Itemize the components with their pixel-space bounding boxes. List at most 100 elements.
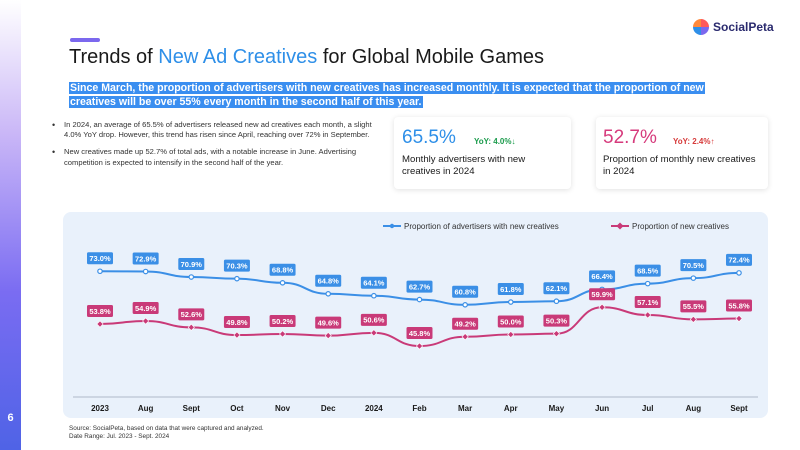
x-tick-label: Aug	[138, 404, 154, 413]
data-point	[416, 296, 423, 303]
page-title: Trends of New Ad Creatives for Global Mo…	[69, 46, 544, 69]
data-label: 62.7%	[409, 282, 431, 291]
legend-marker	[616, 222, 624, 230]
legend-label: Proportion of advertisers with new creat…	[404, 222, 559, 231]
data-label-bg	[87, 305, 113, 318]
data-label-bg	[543, 314, 570, 327]
data-point	[188, 274, 195, 280]
data-label-bg	[406, 280, 433, 293]
x-tick-label: Mar	[458, 404, 472, 413]
data-label: 50.0%	[500, 317, 522, 326]
data-point	[187, 323, 195, 331]
x-tick-label: 2024	[365, 404, 383, 413]
brand-logo: SocialPeta	[693, 19, 774, 35]
title-accent-bar	[70, 38, 100, 42]
x-tick-label: Oct	[230, 404, 244, 413]
insight-bullets: In 2024, an average of 65.5% of advertis…	[52, 120, 384, 175]
logo-text: SocialPeta	[713, 20, 774, 34]
date-range-line: Date Range: Jul. 2023 - Sept. 2024	[69, 433, 170, 440]
bullet-item: In 2024, an average of 65.5% of advertis…	[52, 120, 384, 140]
title-suffix: for Global Mobile Games	[317, 46, 545, 68]
data-point	[553, 298, 560, 305]
kpi-value: 65.5%	[402, 127, 456, 148]
data-label: 49.2%	[455, 320, 477, 329]
data-label: 45.8%	[409, 329, 431, 338]
data-label: 68.5%	[637, 266, 659, 275]
data-label-bg	[680, 259, 707, 272]
kpi-card-advertisers: 65.5% YoY: 4.0%↓ Monthly advertisers wit…	[394, 117, 571, 189]
data-point	[96, 320, 104, 328]
data-label-bg	[726, 299, 752, 312]
summary-banner: Since March, the proportion of advertise…	[69, 81, 744, 109]
data-point	[370, 329, 378, 337]
data-label-bg	[589, 270, 616, 283]
data-point	[142, 317, 150, 325]
data-label-bg	[497, 283, 524, 296]
data-label-bg	[726, 253, 752, 266]
data-point	[689, 315, 697, 323]
kpi-card-new-creatives: 52.7% YoY: 2.4%↑ Proportion of monthly n…	[596, 117, 768, 189]
data-point	[598, 303, 606, 311]
data-label-bg	[360, 276, 387, 289]
data-label: 64.8%	[318, 277, 340, 286]
source-line: Source: SocialPeta, based on data that w…	[69, 425, 264, 432]
data-label: 53.8%	[89, 307, 111, 316]
x-tick-label: Feb	[412, 404, 426, 413]
source-note: Source: SocialPeta, based on data that w…	[69, 425, 264, 441]
x-tick-label: Jun	[595, 404, 609, 413]
data-point	[507, 299, 514, 305]
kpi-yoy: YoY: 2.4%↑	[673, 137, 715, 146]
data-label: 57.1%	[637, 298, 659, 307]
data-label: 62.1%	[546, 284, 568, 293]
data-label: 64.1%	[363, 279, 385, 288]
data-label-bg	[497, 315, 524, 328]
data-label-bg	[360, 313, 387, 326]
side-accent-bar	[0, 0, 21, 450]
kpi-value: 52.7%	[603, 127, 657, 148]
data-label: 68.8%	[272, 266, 294, 275]
data-label: 61.8%	[500, 285, 522, 294]
kpi-label: Monthly advertisers with new creatives i…	[402, 154, 526, 177]
data-label-bg	[589, 288, 616, 301]
line-chart: Proportion of advertisers with new creat…	[73, 222, 758, 413]
data-point	[279, 280, 286, 286]
data-point	[97, 268, 103, 275]
data-label: 59.9%	[591, 290, 613, 299]
title-prefix: Trends of	[69, 46, 159, 68]
data-point	[234, 275, 240, 282]
x-tick-label: May	[549, 404, 565, 413]
x-tick-label: Jul	[642, 404, 654, 413]
data-label: 49.8%	[226, 318, 248, 327]
data-label: 70.5%	[683, 261, 705, 270]
legend-marker	[389, 223, 395, 229]
data-point	[325, 291, 332, 297]
x-tick-label: 2023	[91, 404, 109, 413]
socialpeta-logo-icon	[693, 19, 709, 35]
x-tick-label: Sept	[730, 404, 748, 413]
data-point	[552, 330, 560, 338]
data-point	[324, 332, 332, 340]
data-label: 50.6%	[363, 316, 385, 325]
data-label: 73.0%	[89, 254, 111, 263]
data-point	[736, 270, 742, 276]
kpi-label: Proportion of monthly new creatives in 2…	[603, 154, 756, 177]
data-label-bg	[634, 264, 661, 277]
data-point	[371, 292, 377, 299]
x-tick-label: Apr	[504, 404, 518, 413]
x-tick-label: Dec	[321, 404, 336, 413]
title-highlight: New Ad Creatives	[158, 46, 318, 68]
data-label-bg	[543, 282, 570, 295]
data-label-bg	[223, 259, 250, 272]
bullet-item: New creatives made up 52.7% of total ads…	[52, 147, 384, 167]
data-label-bg	[269, 314, 296, 327]
data-label: 70.3%	[226, 261, 248, 270]
data-label: 72.4%	[728, 256, 750, 265]
data-label-bg	[132, 302, 159, 315]
data-label-bg	[132, 252, 159, 265]
data-label: 49.6%	[318, 318, 340, 327]
data-label: 52.6%	[181, 310, 203, 319]
data-point	[644, 311, 652, 319]
x-tick-label: Sept	[183, 404, 201, 413]
data-label-bg	[178, 258, 205, 271]
data-label-bg	[406, 327, 433, 340]
